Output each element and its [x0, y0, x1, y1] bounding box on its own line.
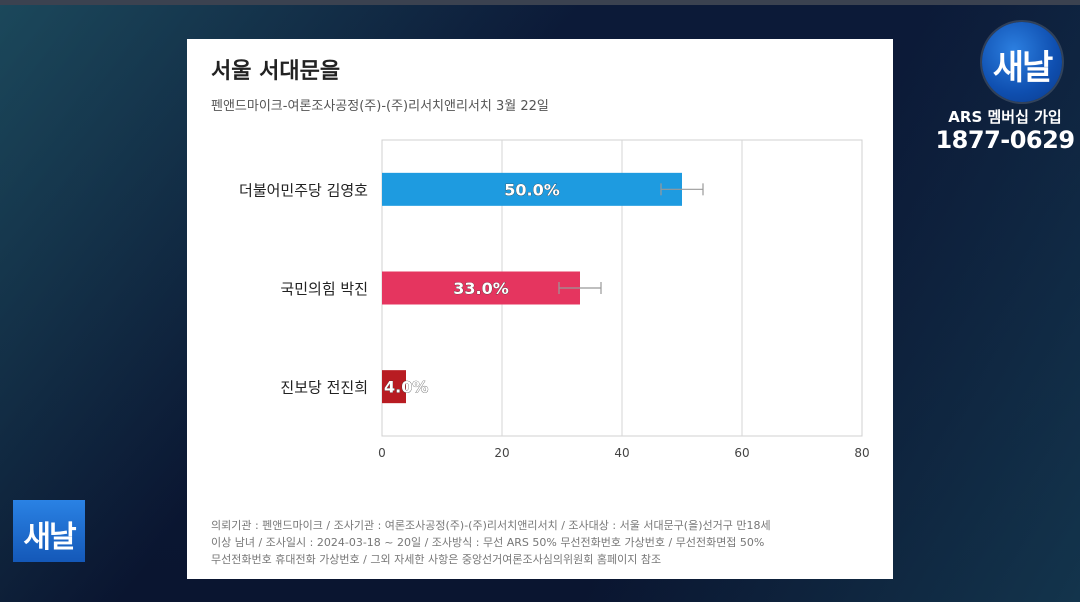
bar-value-label: 4.0%	[384, 378, 428, 397]
corner-logo-text: 새날	[23, 520, 76, 555]
channel-logo-text: 새날	[992, 48, 1054, 88]
bar-value-label: 33.0%	[453, 279, 509, 298]
category-label: 더불어민주당 김영호	[239, 181, 368, 199]
x-tick-label: 20	[494, 446, 509, 460]
category-label: 진보당 전진희	[280, 379, 368, 397]
channel-logo: 새날	[982, 22, 1062, 102]
chart-card: 서울 서대문을 펜앤드마이크-여론조사공정(주)-(주)리서치앤리서치 3월 2…	[187, 39, 893, 579]
top-bar	[0, 0, 1080, 5]
survey-note: 의뢰기관 : 펜앤드마이크 / 조사기관 : 여론조사공정(주)-(주)리서치앤…	[211, 517, 881, 568]
bar-value-label: 50.0%	[504, 180, 560, 199]
x-tick-label: 60	[734, 446, 749, 460]
corner-logo: 새날	[13, 500, 85, 562]
x-tick-label: 80	[854, 446, 869, 460]
category-label: 국민의힘 박진	[280, 280, 368, 298]
chart-title: 서울 서대문을	[211, 59, 341, 84]
ars-membership-label: ARS 멤버십 가입	[948, 108, 1062, 126]
x-tick-label: 40	[614, 446, 629, 460]
survey-note-line: 의뢰기관 : 펜앤드마이크 / 조사기관 : 여론조사공정(주)-(주)리서치앤…	[211, 519, 771, 532]
bar-chart: 0 20 40 60 80 50.0% 더불어민주당 김영호 33.0% 국민의힘 박진 4.0%…	[239, 139, 870, 460]
bar	[382, 370, 406, 404]
survey-note-line: 무선전화번호 휴대전화 가상번호 / 그외 자세한 사항은 중앙선거여론조사심의…	[211, 553, 662, 566]
bar	[382, 172, 682, 206]
x-tick-label: 0	[378, 446, 386, 460]
ars-phone-number: 1877-0629	[935, 126, 1075, 154]
bar	[382, 271, 580, 305]
survey-note-line: 이상 남녀 / 조사일시 : 2024-03-18 ~ 20일 / 조사방식 :…	[211, 536, 765, 549]
chart-subtitle: 펜앤드마이크-여론조사공정(주)-(주)리서치앤리서치 3월 22일	[211, 99, 549, 114]
